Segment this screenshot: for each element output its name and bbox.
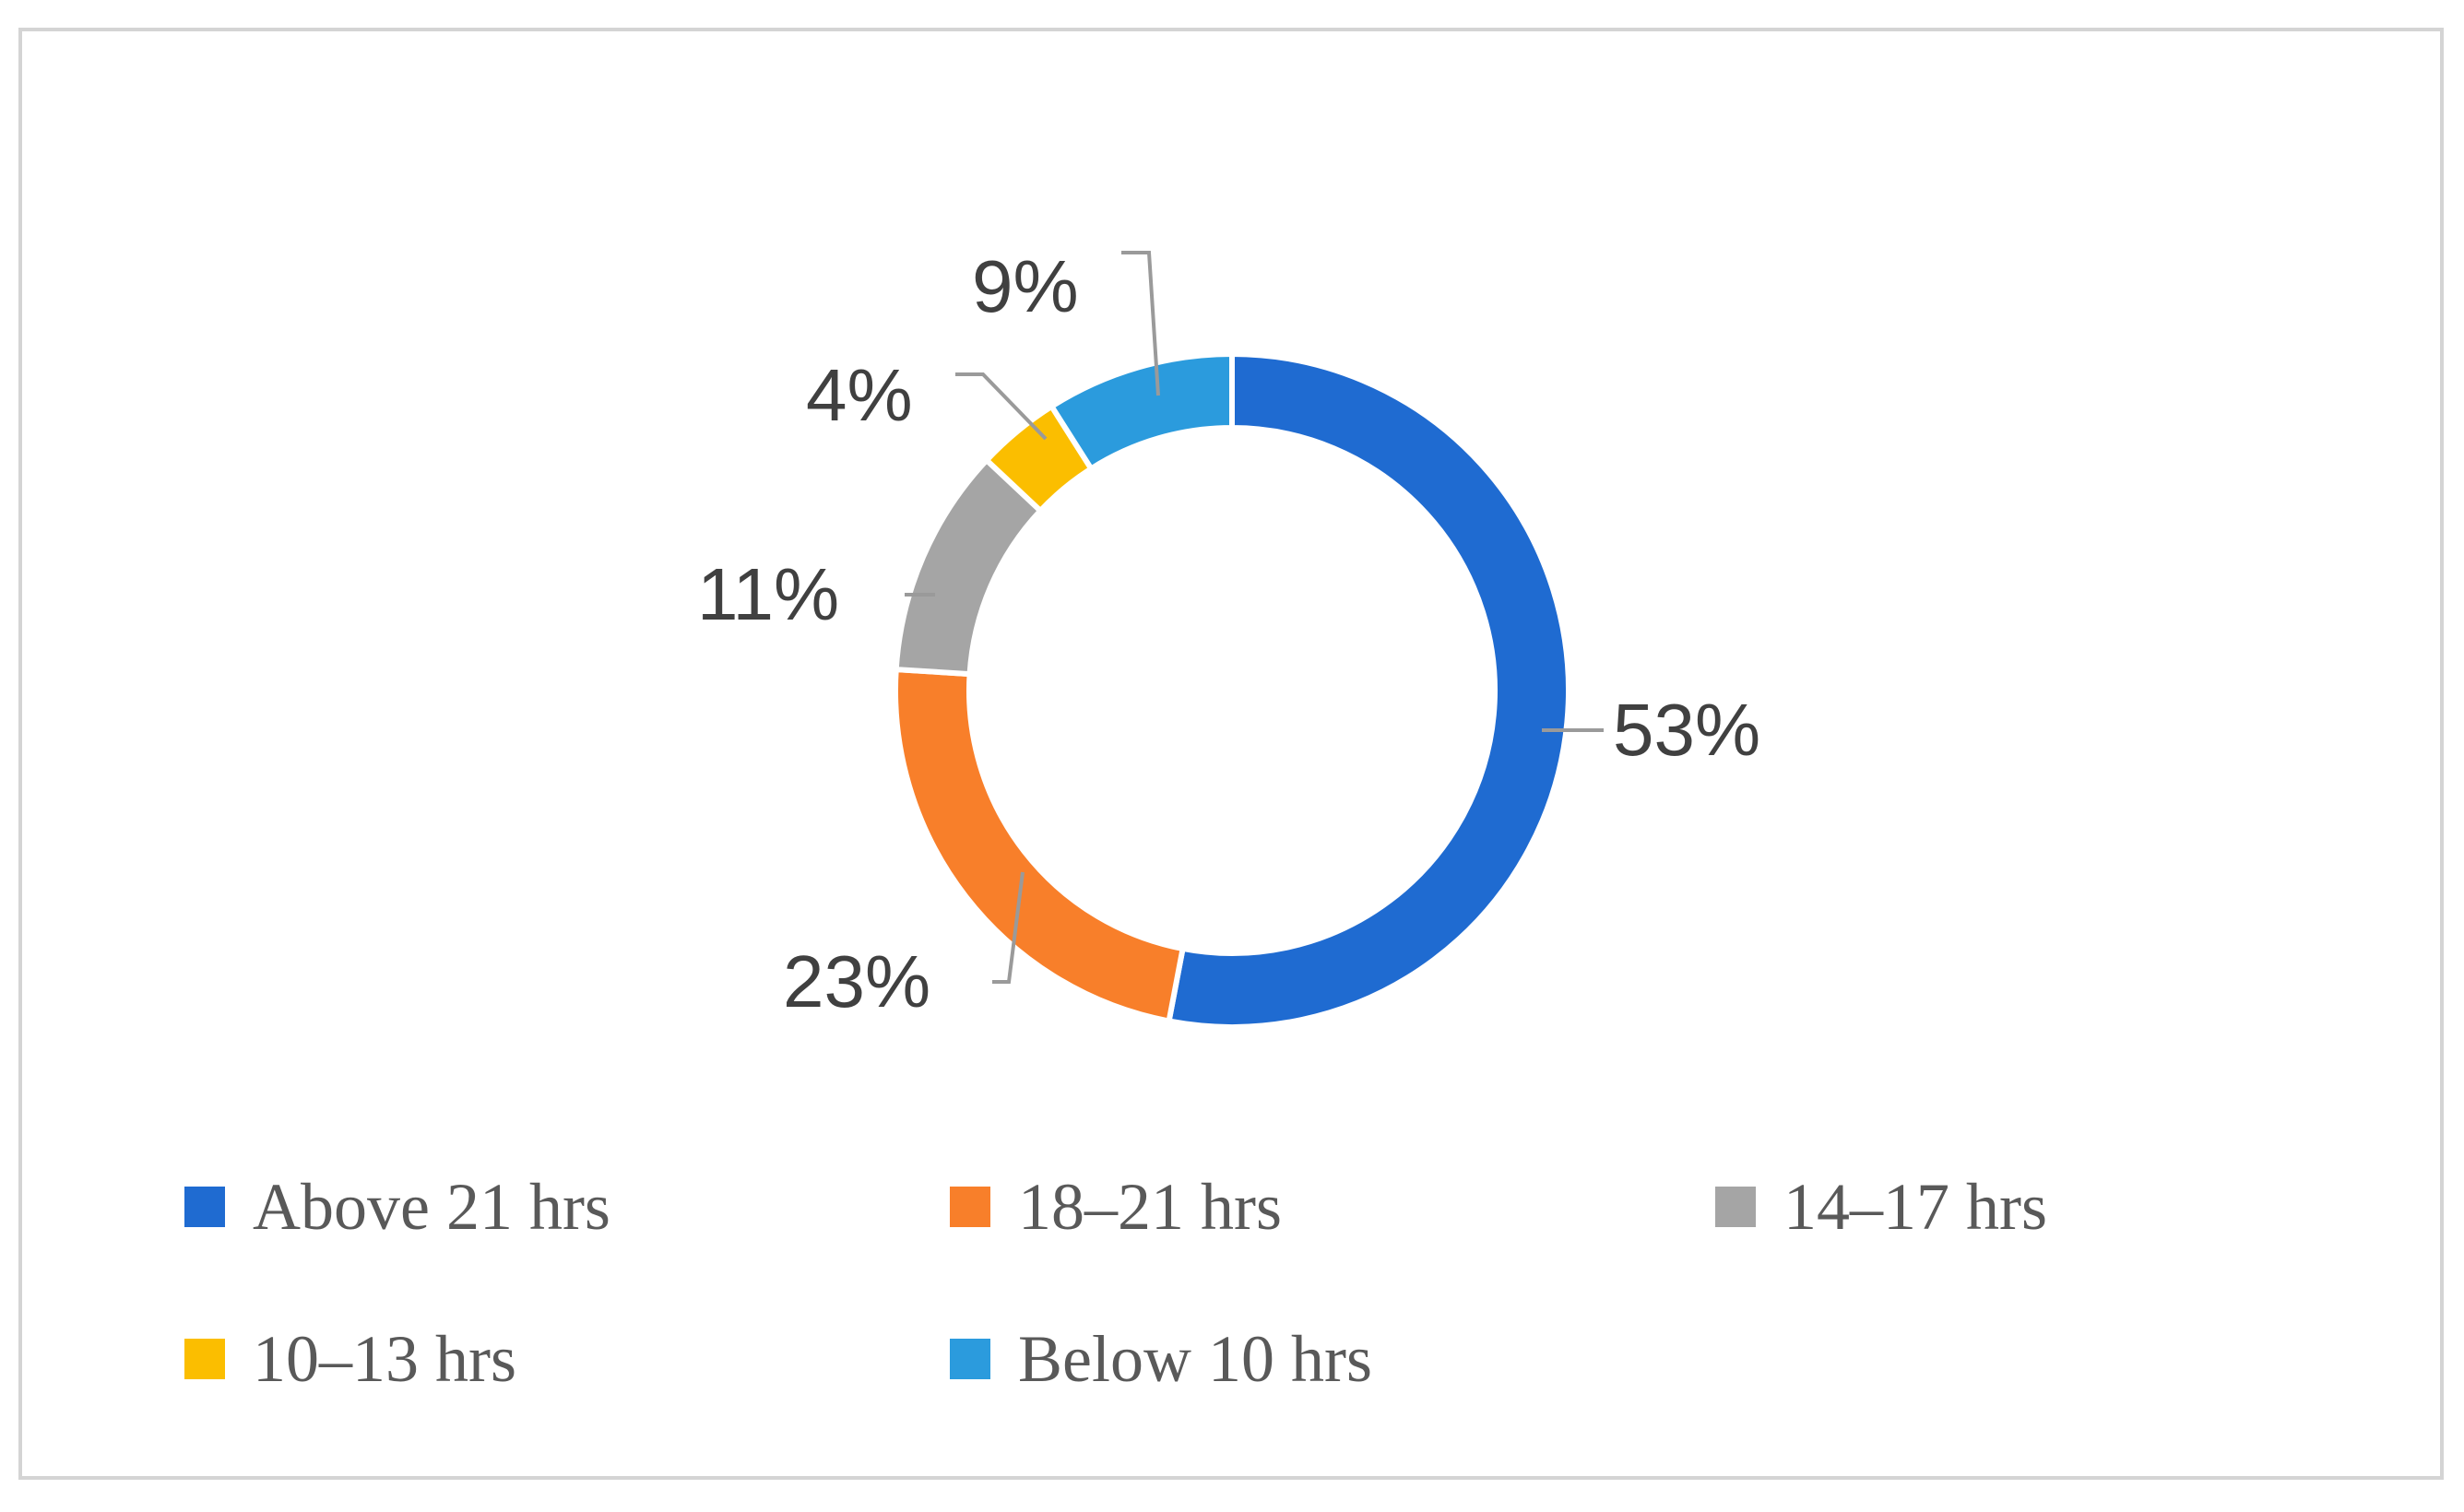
legend-item-above-21: Above 21 hrs [184,1170,610,1244]
legend-swatch [950,1339,990,1379]
leader-line-below-10 [1121,251,1160,396]
legend-label: Below 10 hrs [1018,1321,1372,1396]
leader-line-10-13 [955,372,1048,441]
chart-frame: 53% 23% 11% 4% 9% Above 21 hrs 18–21 hrs 14–… [18,28,2444,1480]
legend-item-18-21: 18–21 hrs [950,1170,1282,1244]
legend-item-below-10: Below 10 hrs [950,1322,1372,1396]
legend-swatch [184,1339,225,1379]
legend-swatch [1715,1187,1756,1227]
donut-chart: 53% 23% 11% 4% 9% [697,245,1760,1030]
data-label-18-21: 23% [783,940,930,1022]
legend-item-14-17: 14–17 hrs [1715,1170,2047,1244]
donut-slice-18-21 [893,666,1187,1025]
donut-slice-below-10 [1048,350,1235,473]
leader-line-18-21 [992,871,1025,984]
legend-label: 14–17 hrs [1783,1169,2047,1244]
data-label-10-13: 4% [806,354,913,436]
legend-label: Above 21 hrs [253,1169,610,1244]
data-label-above-21: 53% [1613,689,1760,771]
legend-label: 10–13 hrs [253,1321,516,1396]
data-label-14-17: 11% [697,553,839,635]
data-label-below-10: 9% [972,245,1079,327]
legend-swatch [184,1187,225,1227]
legend-item-10-13: 10–13 hrs [184,1322,516,1396]
legend-swatch [950,1187,990,1227]
donut-slice-above-21 [1166,350,1571,1030]
legend-label: 18–21 hrs [1018,1169,1282,1244]
